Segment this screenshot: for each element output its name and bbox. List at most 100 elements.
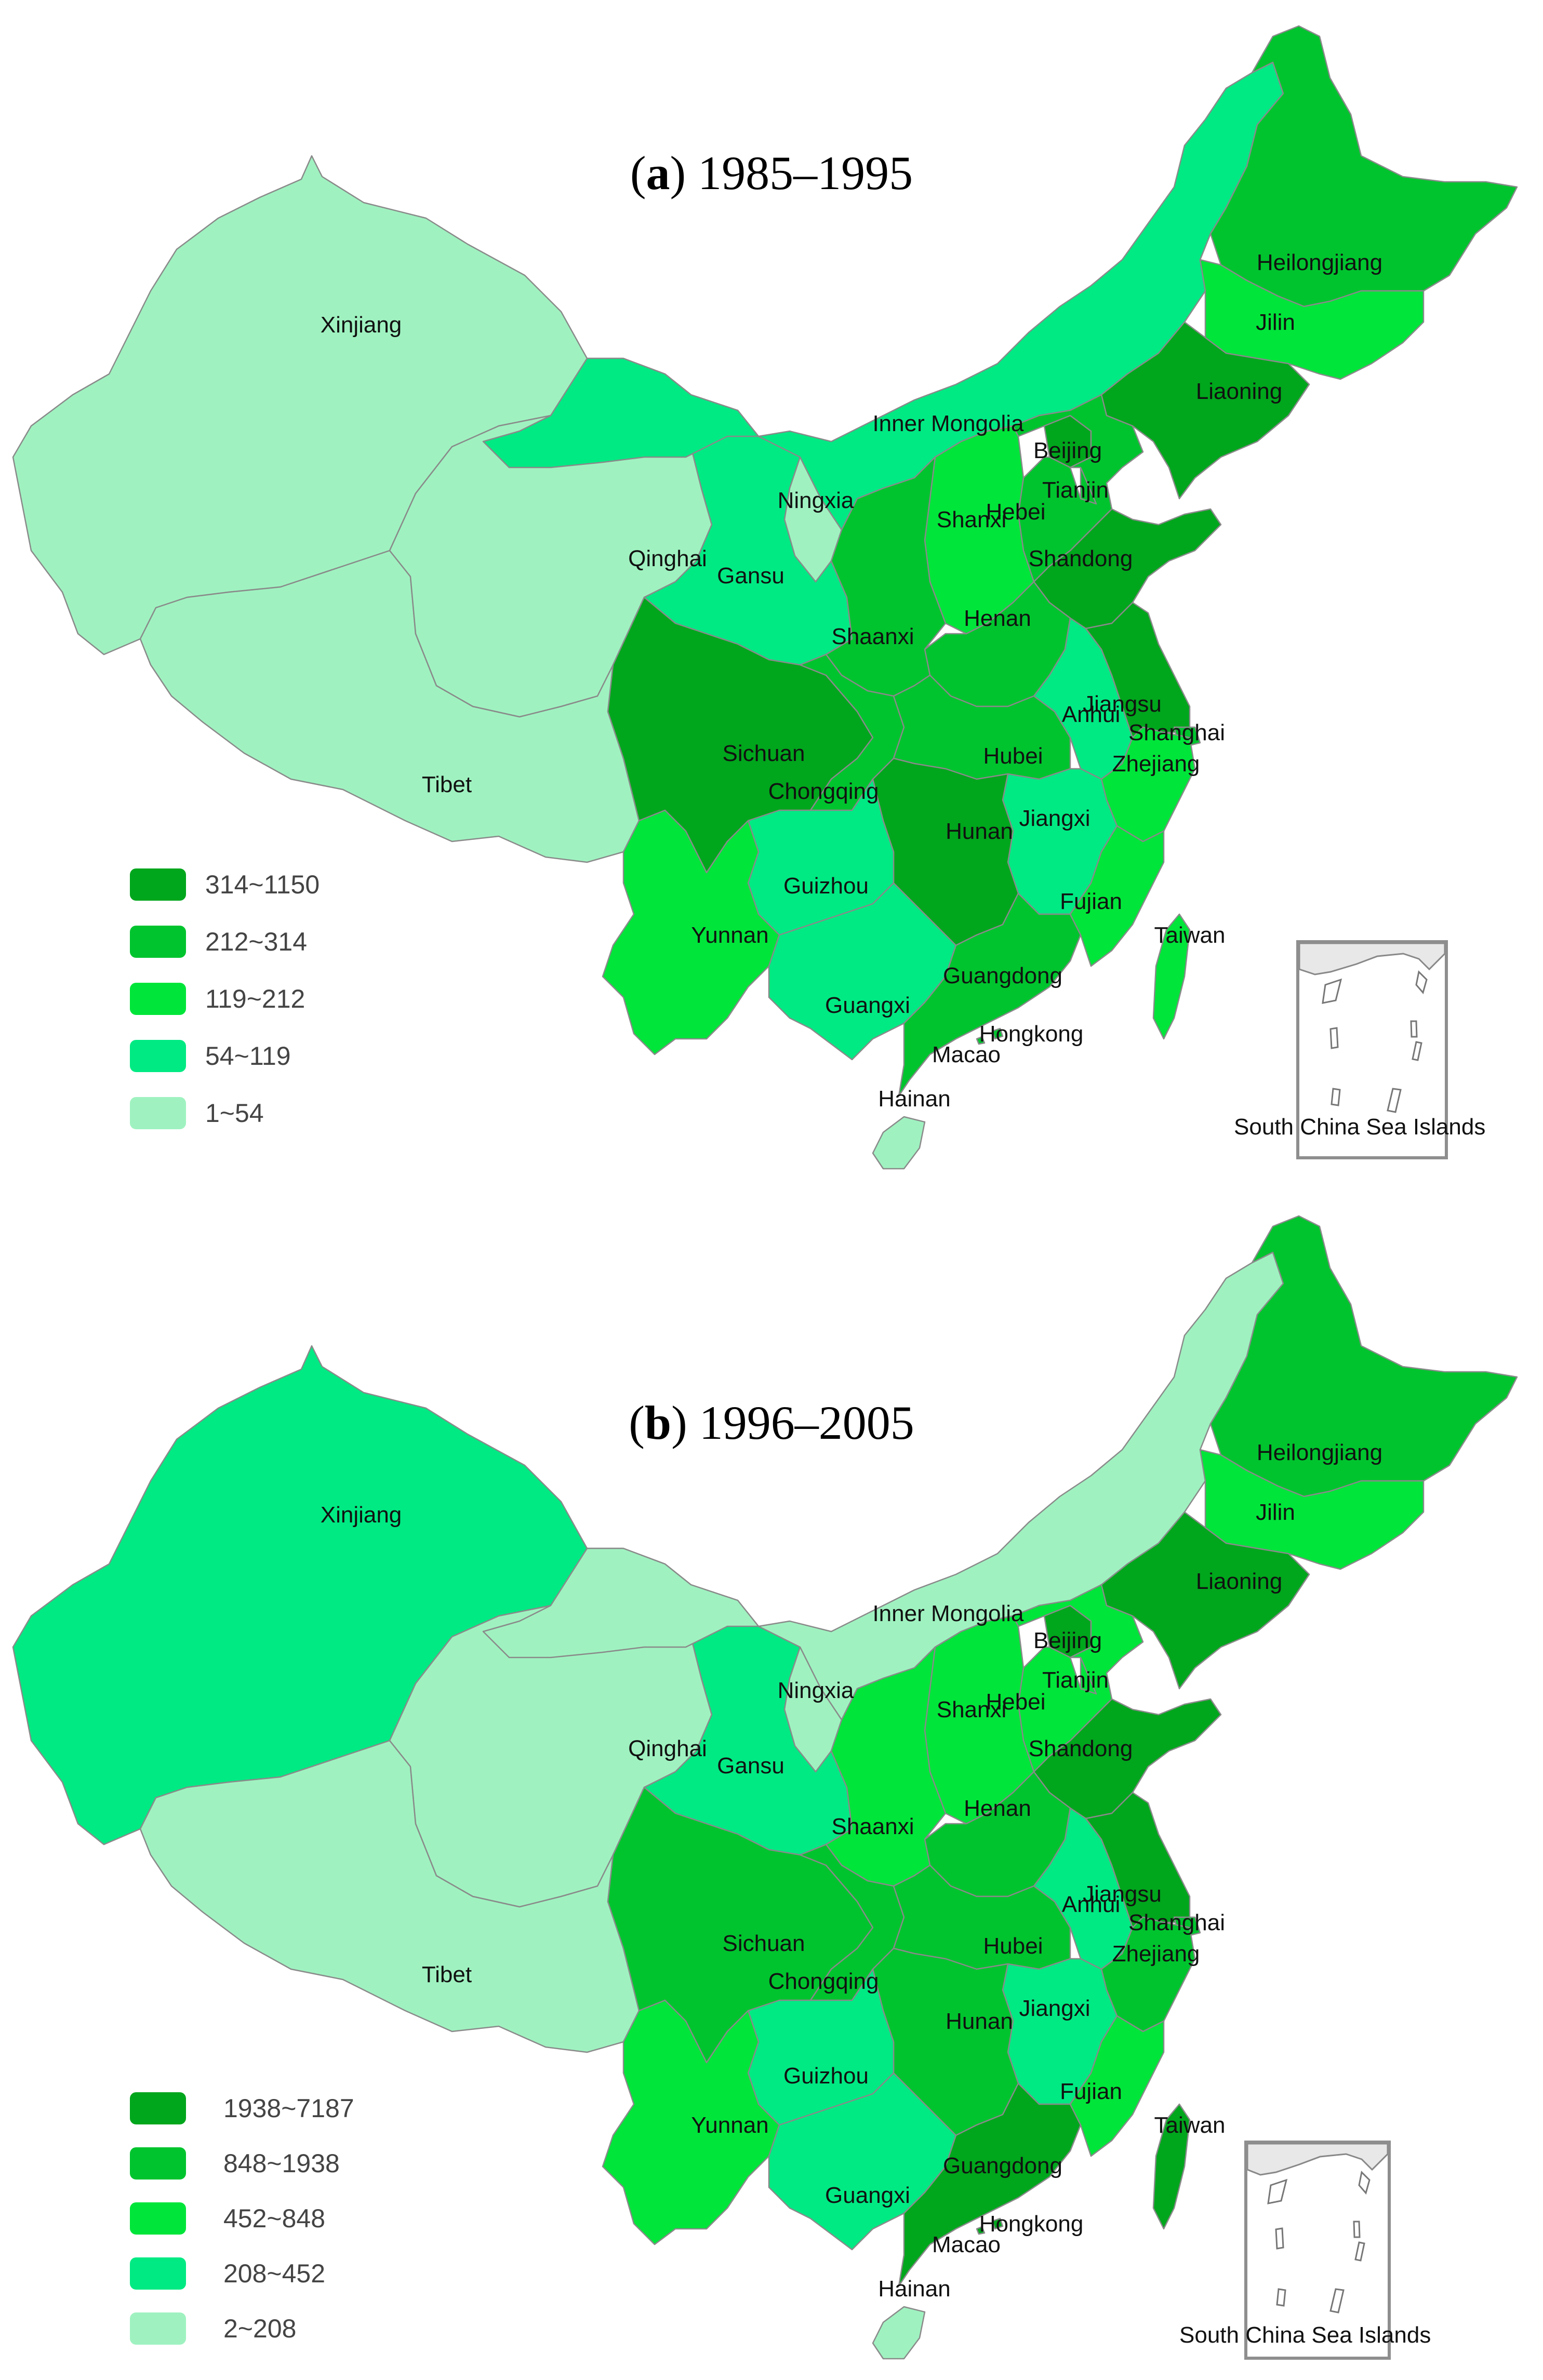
region-label-hubei: Hubei (983, 743, 1043, 769)
region-label-henan: Henan (964, 606, 1031, 631)
inset-label: South China Sea Islands (1179, 2322, 1431, 2348)
region-label-ningxia: Ningxia (778, 488, 854, 513)
region-hainan (872, 2306, 926, 2360)
region-hongkong (991, 1027, 1004, 1040)
region-ningxia (783, 456, 843, 583)
region-taiwan (1152, 2103, 1191, 2230)
china-map-b: Xinjiang Tibet Qinghai Gansu Inner Mongolia N… (12, 1215, 1518, 2360)
region-label-liaoning: Liaoning (1196, 379, 1282, 404)
map-panel-b: Xinjiang Tibet Qinghai Gansu Inner Mongolia N… (0, 1190, 1543, 2380)
region-label-chongqing: Chongqing (768, 1969, 879, 1994)
region-label-inner-mongolia: Inner Mongolia (872, 411, 1024, 436)
legend-swatch (130, 1097, 186, 1129)
region-yunnan (602, 809, 780, 1055)
region-label-zhejiang: Zhejiang (1112, 1941, 1200, 1967)
legend-swatch (130, 2092, 186, 2124)
region-label-shanxi: Shanxi (937, 507, 1007, 532)
legend-swatch (130, 926, 186, 958)
region-fujian (1069, 825, 1165, 967)
legend-swatch (130, 868, 186, 901)
region-label-shanghai: Shanghai (1128, 720, 1225, 745)
region-fujian (1069, 2015, 1165, 2157)
region-label-tibet: Tibet (422, 772, 472, 797)
region-label-guangdong: Guangdong (943, 2153, 1062, 2178)
region-label-shaanxi: Shaanxi (831, 1814, 914, 1839)
region-label-guizhou: Guizhou (783, 2063, 869, 2089)
region-label-macao: Macao (932, 1042, 1001, 1067)
region-macao (976, 2226, 986, 2235)
south-china-sea-islands-icon (1299, 943, 1445, 1113)
legend-swatch (130, 2257, 186, 2290)
legend-label: 212~314 (205, 927, 308, 956)
region-label-ningxia: Ningxia (778, 1678, 854, 1703)
legend-label: 208~452 (223, 2259, 326, 2288)
panel-title: (b) 1996–2005 (629, 1396, 914, 1449)
region-label-beijing: Beijing (1033, 1628, 1102, 1653)
region-label-jiangxi: Jiangxi (1019, 806, 1090, 831)
legend-label: 314~1150 (205, 870, 320, 899)
region-label-macao: Macao (932, 2232, 1001, 2257)
legend-label: 2~208 (223, 2314, 297, 2343)
panel-title: (a) 1985–1995 (630, 146, 913, 199)
legend-label: 452~848 (223, 2204, 326, 2233)
region-label-hainan: Hainan (878, 1086, 950, 1112)
region-label-anhui: Anhui (1062, 702, 1121, 727)
legend-swatch (130, 2202, 186, 2235)
region-label-fujian: Fujian (1060, 2079, 1122, 2104)
region-label-shanghai: Shanghai (1128, 1910, 1225, 1935)
region-label-hunan: Hunan (946, 2009, 1013, 2034)
region-yunnan (602, 1999, 780, 2245)
region-inner-mongolia (482, 1251, 1284, 1721)
region-taiwan (1152, 913, 1191, 1040)
legend-label: 1~54 (205, 1099, 264, 1128)
region-label-sichuan: Sichuan (722, 1931, 805, 1956)
region-label-hebei: Hebei (986, 1689, 1046, 1715)
region-label-shandong: Shandong (1029, 546, 1133, 571)
south-china-sea-inset (1296, 940, 1448, 1159)
region-inner-mongolia (482, 61, 1284, 531)
region-label-chongqing: Chongqing (768, 779, 879, 804)
region-label-hongkong: Hongkong (979, 1021, 1084, 1047)
region-label-gansu: Gansu (717, 1753, 784, 1779)
region-label-guangxi: Guangxi (825, 2183, 910, 2208)
region-label-xinjiang: Xinjiang (321, 1502, 402, 1528)
region-label-taiwan: Taiwan (1154, 2112, 1226, 2138)
region-label-shandong: Shandong (1029, 1736, 1133, 1761)
region-ningxia (783, 1646, 843, 1773)
region-label-guangxi: Guangxi (825, 993, 910, 1018)
region-label-heilongjiang: Heilongjiang (1257, 250, 1382, 275)
region-label-hongkong: Hongkong (979, 2211, 1084, 2237)
region-label-tibet: Tibet (422, 1962, 472, 1987)
region-label-sichuan: Sichuan (722, 741, 805, 766)
region-label-henan: Henan (964, 1796, 1031, 1821)
region-label-beijing: Beijing (1033, 438, 1102, 463)
region-label-zhejiang: Zhejiang (1112, 751, 1200, 777)
region-label-jiangsu: Jiangsu (1083, 1881, 1162, 1907)
region-label-guangdong: Guangdong (943, 963, 1062, 988)
region-hainan (872, 1116, 926, 1170)
region-label-shanxi: Shanxi (937, 1697, 1007, 1722)
region-label-xinjiang: Xinjiang (321, 312, 402, 338)
region-label-tianjin: Tianjin (1042, 477, 1109, 503)
region-label-hainan: Hainan (878, 2276, 950, 2302)
map-panel-a: Xinjiang Tibet Qinghai Gansu Inner Mongolia N… (12, 25, 1518, 1170)
region-label-taiwan: Taiwan (1154, 922, 1226, 948)
region-label-jiangsu: Jiangsu (1083, 691, 1162, 717)
region-label-hubei: Hubei (983, 1933, 1043, 1959)
region-label-heilongjiang: Heilongjiang (1257, 1440, 1382, 1465)
region-label-jilin: Jilin (1256, 1500, 1295, 1525)
legend-swatch (130, 2147, 186, 2180)
region-label-liaoning: Liaoning (1196, 1569, 1282, 1594)
legend-swatch (130, 983, 186, 1015)
region-label-yunnan: Yunnan (691, 922, 768, 948)
legend-label: 1938~7187 (223, 2094, 354, 2123)
region-label-tianjin: Tianjin (1042, 1667, 1109, 1693)
inset-label: South China Sea Islands (1234, 1114, 1486, 1140)
south-china-sea-islands-icon (1247, 2144, 1388, 2314)
region-hongkong (991, 2217, 1004, 2230)
legend-swatch (130, 1040, 186, 1072)
region-label-inner-mongolia: Inner Mongolia (872, 1601, 1024, 1626)
region-label-fujian: Fujian (1060, 889, 1122, 914)
region-label-hebei: Hebei (986, 499, 1046, 525)
region-label-gansu: Gansu (717, 563, 784, 589)
